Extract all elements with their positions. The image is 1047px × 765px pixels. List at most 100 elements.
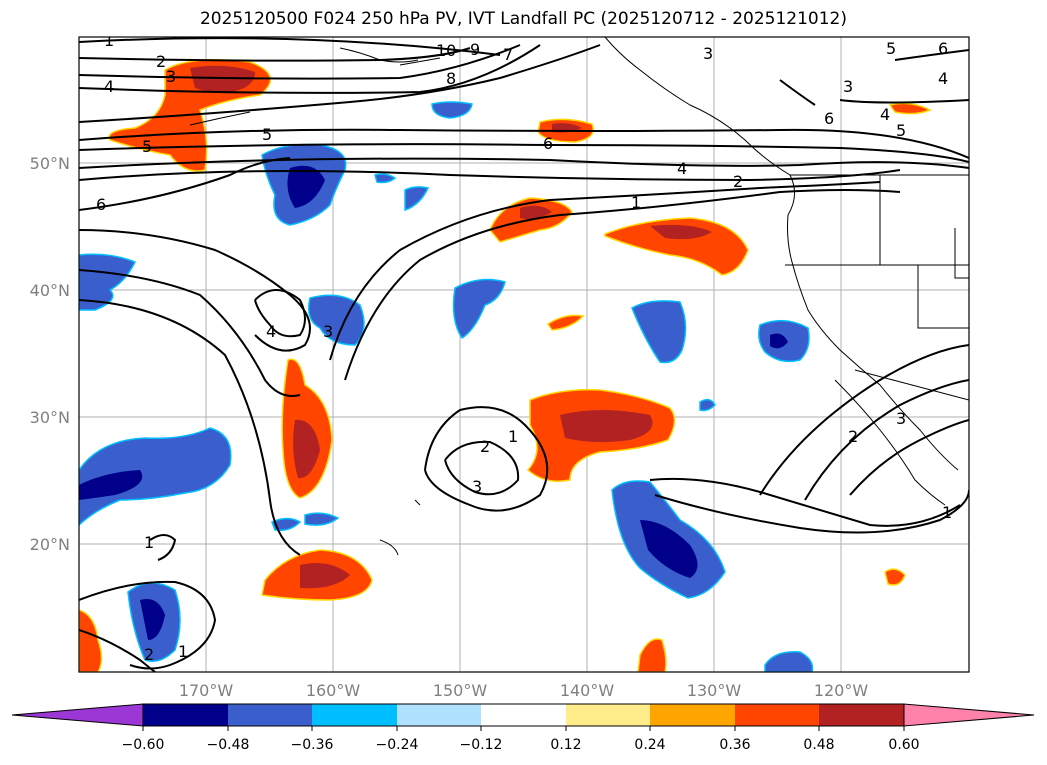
negative-blob: [699, 398, 716, 412]
colorbar-segment: [566, 704, 650, 726]
negative-blob: [79, 253, 137, 311]
colorbar-tick-label: 0.36: [719, 737, 750, 753]
contour-label: 1: [942, 503, 952, 522]
colorbar-segment: [650, 704, 735, 726]
map-frame: [78, 36, 970, 673]
colorbar-tick-label: 0.24: [634, 737, 665, 753]
lon-tick-label: 120°W: [814, 681, 869, 700]
lat-tick-label: 40°N: [30, 281, 70, 300]
positive-blob: [79, 609, 103, 672]
colorbar-extend-left: [11, 703, 144, 727]
pv-contours: [79, 37, 969, 672]
colorbar: −0.60 −0.48 −0.36 −0.24 −0.12 0.12 0.24 …: [11, 703, 1035, 753]
contour-label: 6: [938, 39, 948, 58]
coastlines: [189, 37, 969, 556]
negative-blob-core: [79, 470, 143, 500]
negative-blob: [308, 294, 365, 346]
negative-blob: [764, 651, 814, 672]
map-title: 2025120500 F024 250 hPa PV, IVT Landfall…: [199, 9, 847, 29]
contour-label: 1: [144, 533, 154, 552]
contour-label: 8: [446, 69, 456, 88]
contour-label: 1: [178, 642, 188, 661]
positive-blob-core: [293, 419, 320, 479]
positive-blob: [546, 314, 585, 331]
latitude-ticks: 50°N 40°N 30°N 20°N: [30, 154, 70, 554]
negative-anomaly-regions: [79, 101, 814, 672]
lon-tick-label: 150°W: [433, 681, 488, 700]
positive-blob-core: [190, 65, 255, 93]
colorbar-tick-label: −0.48: [207, 737, 250, 753]
negative-blob-core: [640, 520, 698, 578]
negative-blob: [79, 427, 232, 527]
negative-blob: [431, 101, 473, 119]
contour-label: 3: [703, 44, 713, 63]
negative-blob: [631, 300, 687, 364]
negative-blob-core: [287, 165, 325, 208]
colorbar-tick-label: −0.24: [376, 737, 419, 753]
negative-blob: [271, 517, 302, 532]
positive-blob: [604, 217, 749, 276]
negative-blob-core: [770, 333, 788, 349]
contour-label: 3: [323, 322, 333, 341]
lat-tick-label: 50°N: [30, 154, 70, 173]
positive-blob: [637, 638, 667, 672]
colorbar-frame: [142, 703, 905, 727]
contour-label: 3: [472, 477, 482, 496]
contour-label: 4: [104, 77, 114, 96]
contour-labels: 1 2 3 4 5 5 6 10 9 8 7 6 4 2 1 3 3 5 6 4…: [96, 31, 952, 664]
contour-label: 2: [480, 437, 490, 456]
contour-label: 3: [166, 67, 176, 86]
lon-tick-label: 140°W: [560, 681, 615, 700]
colorbar-tick-label: −0.36: [291, 737, 334, 753]
lat-tick-label: 20°N: [30, 535, 70, 554]
lon-tick-label: 160°W: [306, 681, 361, 700]
lon-tick-label: 170°W: [179, 681, 234, 700]
contour-label: 1: [631, 193, 641, 212]
colorbar-segment: [397, 704, 481, 726]
lon-tick-label: 130°W: [687, 681, 742, 700]
contour-label: 2: [156, 52, 166, 71]
colorbar-segment: [481, 704, 566, 726]
contour-label: 2: [144, 645, 154, 664]
colorbar-segment: [819, 704, 904, 726]
contour-label: 3: [843, 77, 853, 96]
negative-blob: [452, 278, 506, 340]
lat-tick-label: 30°N: [30, 408, 70, 427]
colorbar-tick-label: −0.12: [460, 737, 503, 753]
colorbar-extend-right: [903, 703, 1035, 727]
contour-label: 4: [880, 105, 890, 124]
negative-blob: [374, 173, 397, 184]
contour-label: 6: [824, 109, 834, 128]
colorbar-segment: [143, 704, 228, 726]
contour-label: 2: [733, 172, 743, 191]
contour-label: 6: [543, 134, 553, 153]
contour-label: 4: [938, 69, 948, 88]
contour-label: 1: [104, 31, 114, 50]
longitude-ticks: 170°W 160°W 150°W 140°W 130°W 120°W: [179, 681, 869, 700]
colorbar-tick-label: −0.60: [122, 737, 165, 753]
positive-blob-core: [650, 224, 712, 240]
colorbar-tick-label: 0.48: [803, 737, 834, 753]
contour-label: 5: [886, 39, 896, 58]
colorbar-segment: [312, 704, 397, 726]
contour-label: 2: [848, 427, 858, 446]
contour-label: 4: [266, 322, 276, 341]
contour-label: 10: [436, 41, 456, 60]
negative-blob: [304, 512, 340, 526]
positive-blob: [884, 568, 906, 586]
map-area: [79, 37, 969, 672]
positive-blob-core: [560, 410, 653, 443]
gridlines: [79, 37, 969, 672]
contour-label: 3: [896, 409, 906, 428]
contour-label: 7: [503, 45, 513, 64]
contour-label: 9: [470, 40, 480, 59]
colorbar-segment: [735, 704, 819, 726]
contour-label: 6: [96, 195, 106, 214]
colorbar-tick-label: 0.60: [888, 737, 919, 753]
contour-label: 4: [677, 159, 687, 178]
contour-label: 5: [896, 121, 906, 140]
contour-label: 5: [142, 137, 152, 156]
negative-blob: [404, 186, 430, 212]
contour-label: 1: [508, 427, 518, 446]
